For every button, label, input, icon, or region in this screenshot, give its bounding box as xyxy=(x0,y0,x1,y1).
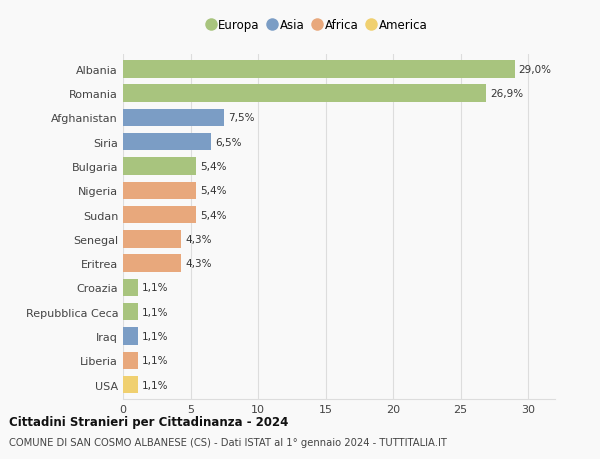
Text: 1,1%: 1,1% xyxy=(142,331,169,341)
Bar xyxy=(123,85,486,103)
Legend: Europa, Asia, Africa, America: Europa, Asia, Africa, America xyxy=(203,15,432,37)
Bar xyxy=(123,328,138,345)
Bar xyxy=(123,182,196,200)
Bar xyxy=(123,109,224,127)
Text: 29,0%: 29,0% xyxy=(518,65,551,75)
Text: COMUNE DI SAN COSMO ALBANESE (CS) - Dati ISTAT al 1° gennaio 2024 - TUTTITALIA.I: COMUNE DI SAN COSMO ALBANESE (CS) - Dati… xyxy=(9,437,447,447)
Text: 6,5%: 6,5% xyxy=(215,137,241,147)
Bar xyxy=(123,279,138,297)
Bar xyxy=(123,352,138,369)
Text: 26,9%: 26,9% xyxy=(490,89,523,99)
Text: 5,4%: 5,4% xyxy=(200,186,226,196)
Bar xyxy=(123,255,181,272)
Bar xyxy=(123,61,515,78)
Bar xyxy=(123,207,196,224)
Bar xyxy=(123,134,211,151)
Bar xyxy=(123,230,181,248)
Text: 1,1%: 1,1% xyxy=(142,283,169,293)
Text: 5,4%: 5,4% xyxy=(200,210,226,220)
Bar xyxy=(123,376,138,393)
Text: 4,3%: 4,3% xyxy=(185,235,212,244)
Text: 1,1%: 1,1% xyxy=(142,356,169,365)
Text: 1,1%: 1,1% xyxy=(142,380,169,390)
Text: 7,5%: 7,5% xyxy=(228,113,255,123)
Text: 1,1%: 1,1% xyxy=(142,307,169,317)
Text: Cittadini Stranieri per Cittadinanza - 2024: Cittadini Stranieri per Cittadinanza - 2… xyxy=(9,415,289,428)
Bar xyxy=(123,303,138,321)
Bar xyxy=(123,158,196,175)
Text: 4,3%: 4,3% xyxy=(185,258,212,269)
Text: 5,4%: 5,4% xyxy=(200,162,226,172)
